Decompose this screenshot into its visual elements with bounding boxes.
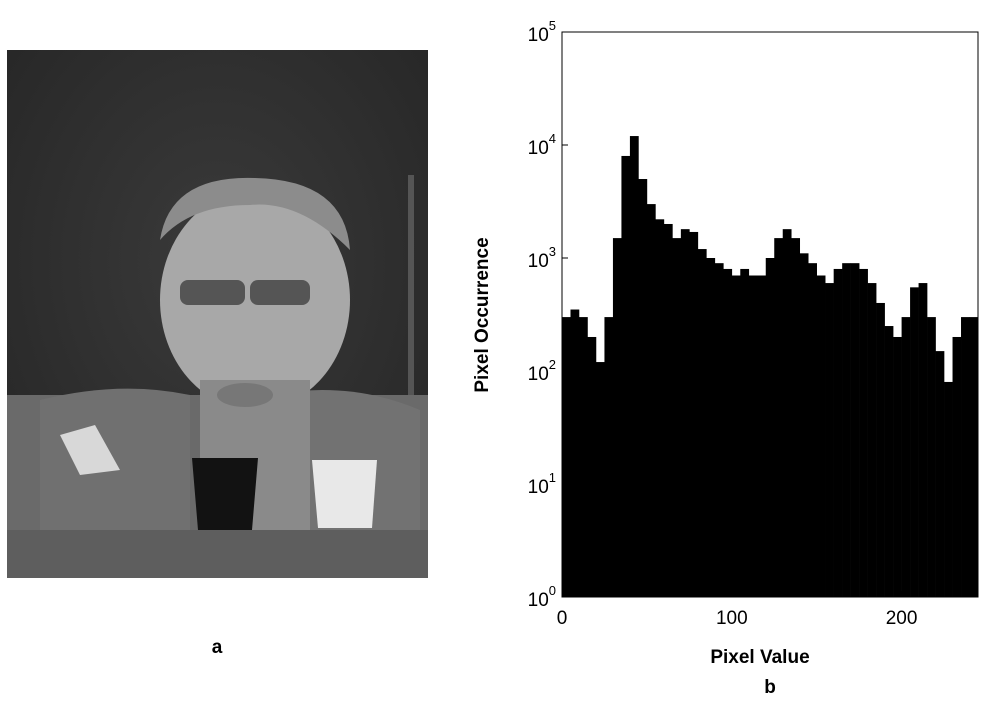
bar [910, 287, 919, 597]
bar [850, 263, 860, 597]
bar [876, 302, 885, 597]
bar [629, 136, 639, 597]
bar [774, 238, 784, 597]
bar [901, 317, 911, 597]
bar [562, 317, 571, 597]
bar [808, 263, 817, 597]
bar [859, 268, 868, 597]
bar [833, 268, 843, 597]
chart-caption: b [764, 677, 776, 698]
y-tick-label: 103 [528, 244, 556, 272]
bar [791, 238, 801, 597]
bar [646, 204, 656, 597]
bar [723, 268, 733, 597]
bar [570, 309, 580, 597]
bar [672, 238, 682, 597]
bar [961, 317, 970, 597]
bar [969, 317, 979, 597]
bar [825, 283, 834, 597]
bar [952, 336, 962, 597]
bar [621, 155, 631, 597]
bar [578, 317, 588, 597]
bar [884, 326, 894, 597]
bar [935, 351, 945, 597]
bar [918, 283, 928, 597]
bar [893, 336, 902, 597]
bar [697, 249, 707, 597]
bar [816, 275, 826, 597]
bar [757, 275, 767, 597]
bar [680, 229, 690, 597]
bar [867, 283, 877, 597]
bar [765, 258, 775, 597]
y-tick-label: 100 [528, 583, 556, 611]
image-caption: a [212, 637, 223, 658]
plot-frame [561, 31, 979, 598]
y-axis-title: Pixel Occurrence [472, 237, 493, 392]
bar [799, 253, 809, 597]
thermal-image [7, 50, 428, 578]
bar [587, 336, 597, 597]
bar [740, 268, 750, 597]
bar [612, 238, 622, 597]
bar [782, 229, 792, 597]
bar [714, 263, 724, 597]
bar [689, 231, 699, 597]
x-tick-label: 200 [886, 608, 918, 629]
bar [927, 317, 936, 597]
bar [595, 362, 605, 597]
bar [663, 223, 673, 597]
y-tick-label: 101 [528, 470, 556, 498]
y-tick-label: 105 [528, 18, 556, 46]
y-tick-label: 102 [528, 357, 556, 385]
bar [655, 219, 665, 597]
bar [604, 317, 614, 597]
x-axis-title: Pixel Value [710, 647, 809, 668]
bar [842, 263, 851, 597]
bar [638, 179, 648, 597]
bar [944, 381, 953, 597]
bar [731, 275, 741, 597]
x-tick-label: 0 [557, 608, 568, 629]
bar [706, 258, 716, 597]
bar [748, 275, 758, 597]
y-tick-label: 104 [528, 131, 556, 159]
x-tick-label: 100 [716, 608, 748, 629]
